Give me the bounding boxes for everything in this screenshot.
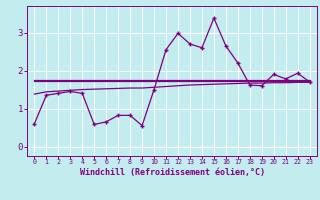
- X-axis label: Windchill (Refroidissement éolien,°C): Windchill (Refroidissement éolien,°C): [79, 168, 265, 177]
